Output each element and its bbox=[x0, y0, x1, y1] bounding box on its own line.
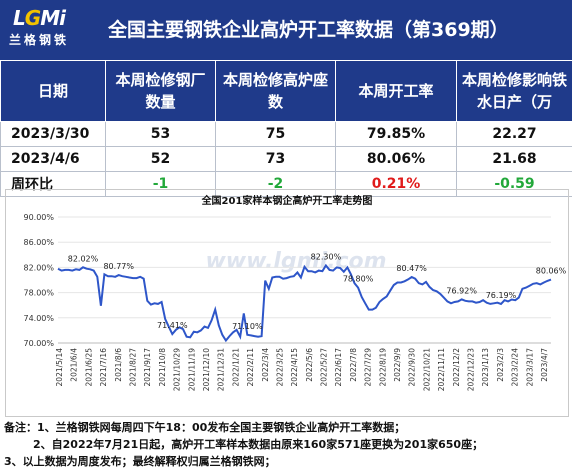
data-label: 80.47% bbox=[396, 264, 427, 273]
data-label: 80.06% bbox=[536, 267, 567, 276]
x-tick-label: 2022/5/6 bbox=[305, 348, 314, 382]
data-label: 82.30% bbox=[311, 253, 342, 262]
x-tick-label: 2022/7/29 bbox=[364, 348, 373, 387]
x-tick-label: 2021/12/10 bbox=[202, 348, 211, 391]
header-banner: LGMi 兰格钢铁 全国主要钢铁企业高炉开工率数据（第369期） bbox=[0, 0, 572, 60]
table-cell: 73 bbox=[215, 146, 336, 172]
table-cell: 22.27 bbox=[456, 121, 572, 147]
table-cell: 21.68 bbox=[456, 146, 572, 172]
x-tick-label: 2021/10/8 bbox=[158, 348, 167, 387]
column-header: 本周开工率 bbox=[335, 60, 457, 122]
notes: 备注：1、兰格钢铁网每周四下午18：00发布全国主要钢铁企业高炉开工率数据； 2… bbox=[4, 419, 570, 470]
table-header-row: 日期 本周检修钢厂数量 本周检修高炉座数 本周开工率 本周检修影响铁水日产（万 bbox=[0, 60, 572, 122]
lgmi-logo: LGMi 兰格钢铁 bbox=[8, 4, 70, 56]
x-tick-label: 2022/3/4 bbox=[261, 348, 270, 382]
x-tick-label: 2022/12/2 bbox=[452, 348, 461, 387]
x-tick-label: 2022/8/19 bbox=[378, 348, 387, 387]
x-tick-label: 2022/7/8 bbox=[349, 348, 358, 382]
table-cell: 53 bbox=[105, 121, 216, 147]
data-label: 76.92% bbox=[446, 286, 477, 295]
y-tick-label: 82.00% bbox=[23, 263, 54, 272]
table-cell: 80.06% bbox=[335, 146, 457, 172]
note-line: 3、以上数据为周度发布；最终解释权归属兰格钢铁网； bbox=[4, 455, 276, 468]
data-label: 80.77% bbox=[103, 262, 134, 271]
page-title: 全国主要钢铁企业高炉开工率数据（第369期） bbox=[108, 19, 509, 41]
logo-cn: 兰格钢铁 bbox=[8, 33, 69, 47]
x-tick-label: 2022/4/15 bbox=[290, 348, 299, 387]
x-tick-label: 2021/10/29 bbox=[173, 348, 182, 391]
table-cell: 52 bbox=[105, 146, 216, 172]
x-tick-label: 2021/6/4 bbox=[70, 348, 79, 382]
table-cell: 0.21% bbox=[335, 171, 457, 197]
x-tick-label: 2022/10/21 bbox=[422, 348, 431, 391]
series-line bbox=[57, 263, 552, 343]
y-tick-label: 78.00% bbox=[23, 289, 54, 298]
table-cell: 2023/3/30 bbox=[0, 121, 106, 147]
y-tick-label: 74.00% bbox=[23, 314, 54, 323]
table-cell: 2023/4/6 bbox=[0, 146, 106, 172]
table-row: 2023/3/30 53 75 79.85% 22.27 bbox=[0, 121, 572, 147]
x-tick-label: 2023/1/13 bbox=[481, 348, 490, 387]
x-tick-label: 2021/7/16 bbox=[99, 348, 108, 387]
table-cell: -0.59 bbox=[456, 171, 572, 197]
x-tick-label: 2022/1/21 bbox=[231, 348, 240, 387]
table-row-change: 周环比 -1 -2 0.21% -0.59 bbox=[0, 171, 572, 197]
table-cell: 75 bbox=[215, 121, 336, 147]
x-tick-label: 2022/9/30 bbox=[408, 348, 417, 387]
table-row: 2023/4/6 52 73 80.06% 21.68 bbox=[0, 146, 572, 172]
note-line: 2、自2022年7月21日起，高炉开工率样本数据由原来160家571座更换为20… bbox=[33, 438, 484, 451]
x-tick-label: 2021/12/31 bbox=[217, 348, 226, 391]
x-tick-label: 2021/5/14 bbox=[55, 348, 64, 387]
note-line: 备注：1、兰格钢铁网每周四下午18：00发布全国主要钢铁企业高炉开工率数据； bbox=[4, 421, 406, 434]
line-chart: 全国201家样本钢企高炉开工率走势图 www.lgmi.com 90.00% 86.0… bbox=[23, 194, 567, 391]
x-tick-label: 2022/3/25 bbox=[275, 348, 284, 387]
x-tick-label: 2022/6/17 bbox=[334, 348, 343, 387]
data-label: 71.41% bbox=[157, 321, 188, 330]
column-header: 日期 bbox=[0, 60, 106, 122]
x-tick-label: 2023/3/17 bbox=[525, 348, 534, 387]
x-tick-label: 2022/5/27 bbox=[320, 348, 329, 387]
x-tick-label: 2021/8/6 bbox=[114, 348, 123, 382]
x-tick-label: 2022/11/11 bbox=[437, 348, 446, 391]
data-label: 82.02% bbox=[68, 254, 99, 263]
chart-panel: 全国201家样本钢企高炉开工率走势图 www.lgmi.com 90.00% 86.0… bbox=[5, 189, 569, 417]
x-tick-label: 2023/2/3 bbox=[496, 348, 505, 382]
data-table: 日期 本周检修钢厂数量 本周检修高炉座数 本周开工率 本周检修影响铁水日产（万 … bbox=[0, 60, 572, 197]
chart-title: 全国201家样本钢企高炉开工率走势图 bbox=[201, 194, 373, 207]
table-cell: 79.85% bbox=[335, 121, 457, 147]
y-tick-label: 70.00% bbox=[23, 339, 54, 348]
data-label: 76.19% bbox=[486, 291, 517, 300]
y-tick-label: 86.00% bbox=[23, 238, 54, 247]
data-label: 78.80% bbox=[343, 275, 374, 284]
x-tick-label: 2022/2/11 bbox=[246, 348, 255, 387]
x-tick-label: 2021/6/25 bbox=[84, 348, 93, 387]
y-tick-label: 90.00% bbox=[23, 213, 54, 222]
logo-mark: LGMi bbox=[13, 6, 66, 30]
x-tick-label: 2022/12/23 bbox=[467, 348, 476, 391]
table-cell: -1 bbox=[105, 171, 216, 197]
x-tick-label: 2023/2/24 bbox=[511, 348, 520, 387]
data-label: 71.10% bbox=[232, 322, 263, 331]
x-tick-label: 2022/9/9 bbox=[393, 348, 402, 382]
x-tick-label: 2023/4/7 bbox=[540, 348, 549, 382]
x-tick-label: 2021/8/27 bbox=[128, 348, 137, 387]
column-header: 本周检修高炉座数 bbox=[215, 60, 336, 122]
column-header: 本周检修钢厂数量 bbox=[105, 60, 216, 122]
chart-watermark: www.lgmi.com bbox=[205, 249, 386, 274]
x-tick-label: 2021/9/17 bbox=[143, 348, 152, 387]
column-header: 本周检修影响铁水日产（万 bbox=[456, 60, 572, 122]
x-tick-label: 2021/11/19 bbox=[187, 348, 196, 391]
